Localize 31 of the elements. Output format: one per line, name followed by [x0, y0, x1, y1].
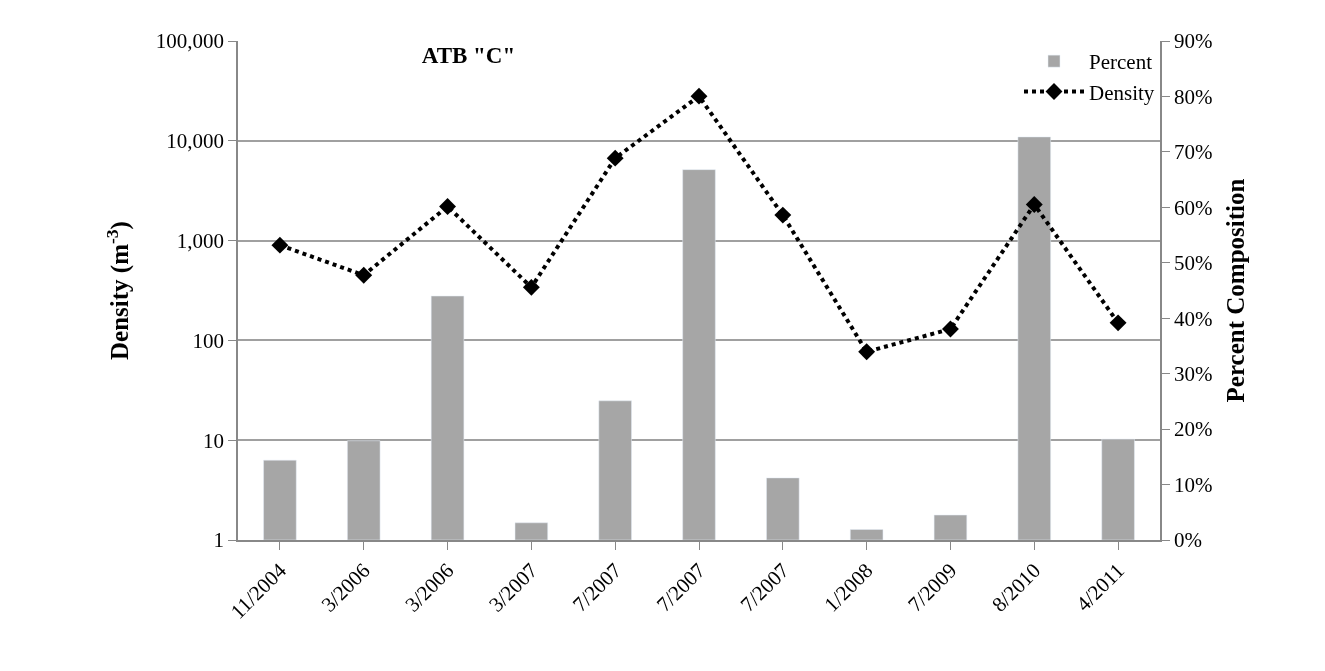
legend-label: Density	[1089, 80, 1155, 105]
point	[606, 149, 624, 167]
y2-tick-label: 0%	[1173, 528, 1202, 553]
y-tick-label: 100	[192, 328, 225, 353]
y2-tick-label: 50%	[1173, 251, 1213, 276]
point	[1109, 314, 1127, 332]
point	[690, 87, 708, 105]
point	[858, 343, 876, 361]
y2-tick-label: 20%	[1173, 417, 1213, 442]
y2-tick-label: 90%	[1173, 29, 1213, 54]
y-tick-label: 10,000	[166, 129, 225, 154]
point	[942, 320, 959, 338]
y2-tick-label: 40%	[1173, 306, 1213, 331]
point	[774, 206, 792, 224]
y-tick-label: 10	[203, 428, 225, 453]
y2-tick-label: 10%	[1173, 472, 1213, 497]
y2-tick-label: 60%	[1173, 195, 1213, 220]
y2-tick-label: 80%	[1173, 84, 1213, 109]
point	[355, 266, 373, 284]
point	[439, 197, 456, 215]
y-tick-label: 1,000	[176, 228, 225, 253]
point	[1025, 196, 1043, 213]
legend-label: Percent	[1089, 50, 1153, 75]
chart-title: ATB "C"	[421, 43, 516, 69]
y-tick-label: 100,000	[155, 29, 225, 54]
y-tick-label: 1	[213, 528, 225, 553]
y2-tick-label: 70%	[1173, 140, 1213, 165]
point	[271, 236, 289, 254]
y2-axis-title: Percent Composition	[1221, 178, 1249, 403]
y2-tick-label: 30%	[1173, 362, 1213, 387]
point	[522, 278, 540, 296]
